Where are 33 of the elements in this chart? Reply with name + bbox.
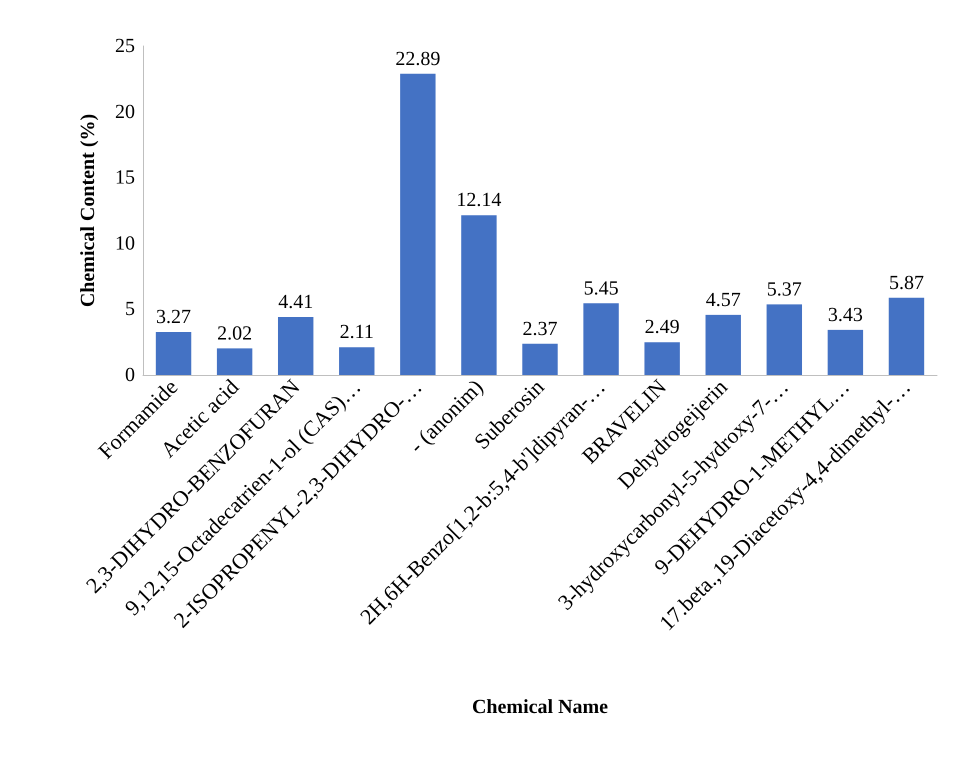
data-label: 2.11: [340, 321, 374, 344]
y-tick-label: 10: [115, 232, 135, 254]
data-label: 5.87: [888, 272, 924, 294]
y-axis-title: Chemical Content (%): [77, 114, 99, 308]
y-tick-label: 15: [115, 166, 135, 189]
bar: [828, 330, 864, 375]
bar: [461, 215, 497, 375]
data-label: 22.89: [395, 48, 440, 70]
bar: [888, 298, 924, 375]
data-label: 3.43: [828, 304, 863, 326]
data-label: 5.45: [584, 277, 619, 300]
y-tick-label: 20: [115, 100, 135, 123]
bar: [156, 332, 192, 375]
y-tick-label: 25: [115, 35, 135, 57]
data-label: 3.27: [156, 306, 192, 328]
data-label: 2.37: [522, 318, 558, 340]
data-label: 2.49: [644, 316, 680, 338]
data-label: 12.14: [456, 189, 502, 212]
bar: [278, 316, 314, 375]
bar: [522, 344, 558, 375]
bar: [339, 347, 374, 375]
data-label: 4.57: [706, 288, 741, 311]
bar: [216, 348, 252, 375]
bar: [706, 314, 741, 375]
data-label: 2.02: [217, 322, 252, 344]
data-label: 5.37: [766, 278, 802, 300]
bar: [583, 303, 619, 375]
bar: [766, 304, 802, 375]
x-axis-title: Chemical Name: [472, 696, 608, 718]
bar: [400, 74, 436, 375]
y-tick-label: 5: [125, 298, 135, 320]
bar: [644, 342, 680, 375]
data-label: 4.41: [278, 290, 314, 313]
